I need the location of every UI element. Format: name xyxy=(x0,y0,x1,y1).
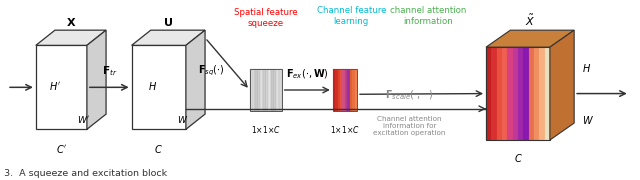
Bar xyxy=(260,69,263,111)
Text: $H'$: $H'$ xyxy=(49,80,61,92)
Text: $1{\times}1{\times}C$: $1{\times}1{\times}C$ xyxy=(251,124,280,135)
Text: $C$: $C$ xyxy=(513,152,522,164)
Text: Channel feature
learning: Channel feature learning xyxy=(317,6,386,26)
Text: $\mathbf{F}_{scale}(\cdot,\cdot)$: $\mathbf{F}_{scale}(\cdot,\cdot)$ xyxy=(385,88,433,102)
Polygon shape xyxy=(492,47,497,140)
Text: Spatial feature
squeeze: Spatial feature squeeze xyxy=(234,8,298,28)
Polygon shape xyxy=(87,30,106,129)
Text: $C$: $C$ xyxy=(154,143,163,155)
Polygon shape xyxy=(486,47,492,140)
Bar xyxy=(338,69,340,111)
Text: 3.  A squeeze and excitation block: 3. A squeeze and excitation block xyxy=(4,168,167,177)
Text: channel attention
information: channel attention information xyxy=(390,6,467,26)
Polygon shape xyxy=(518,47,524,140)
Polygon shape xyxy=(36,30,106,45)
Bar xyxy=(333,69,335,111)
Polygon shape xyxy=(524,47,529,140)
Bar xyxy=(263,69,266,111)
Polygon shape xyxy=(132,45,186,129)
Bar xyxy=(279,69,282,111)
Bar xyxy=(333,69,357,111)
Bar xyxy=(274,69,276,111)
Bar xyxy=(349,69,352,111)
Bar xyxy=(340,69,342,111)
Bar xyxy=(252,69,255,111)
Text: $H$: $H$ xyxy=(582,62,591,74)
Text: $H$: $H$ xyxy=(148,80,157,92)
Bar xyxy=(250,69,252,111)
Text: $\mathbf{X}$: $\mathbf{X}$ xyxy=(66,16,76,28)
Text: $\mathbf{F}_{tr}$: $\mathbf{F}_{tr}$ xyxy=(102,65,117,78)
Polygon shape xyxy=(540,47,545,140)
Text: $C'$: $C'$ xyxy=(56,143,67,155)
Bar xyxy=(352,69,355,111)
Polygon shape xyxy=(508,47,513,140)
Polygon shape xyxy=(529,47,534,140)
Text: $W$: $W$ xyxy=(177,114,188,125)
Polygon shape xyxy=(502,47,508,140)
Text: $W'$: $W'$ xyxy=(77,114,91,125)
Polygon shape xyxy=(550,30,574,140)
Polygon shape xyxy=(497,47,502,140)
Bar xyxy=(355,69,357,111)
Text: $\mathbf{U}$: $\mathbf{U}$ xyxy=(163,16,173,28)
Bar xyxy=(258,69,260,111)
Polygon shape xyxy=(545,47,550,140)
Polygon shape xyxy=(534,47,540,140)
Bar xyxy=(271,69,274,111)
Text: $\tilde{X}$: $\tilde{X}$ xyxy=(525,13,535,28)
Text: $\mathbf{F}_{ex}(\cdot,\mathbf{W})$: $\mathbf{F}_{ex}(\cdot,\mathbf{W})$ xyxy=(286,68,329,81)
Polygon shape xyxy=(36,45,87,129)
Bar xyxy=(276,69,279,111)
Bar xyxy=(335,69,338,111)
Bar xyxy=(348,69,349,111)
Polygon shape xyxy=(486,30,574,47)
Polygon shape xyxy=(132,30,205,45)
Text: $1{\times}1{\times}C$: $1{\times}1{\times}C$ xyxy=(330,124,360,135)
Bar xyxy=(266,69,268,111)
Bar xyxy=(268,69,271,111)
Bar xyxy=(250,69,282,111)
Bar xyxy=(342,69,345,111)
Bar xyxy=(345,69,348,111)
Polygon shape xyxy=(186,30,205,129)
Text: $W$: $W$ xyxy=(582,114,594,126)
Bar xyxy=(255,69,258,111)
Polygon shape xyxy=(513,47,518,140)
Text: Channel attention
information for
excitation operation: Channel attention information for excita… xyxy=(373,116,445,136)
Text: $\mathbf{F}_{sq}(\cdot)$: $\mathbf{F}_{sq}(\cdot)$ xyxy=(198,64,225,78)
